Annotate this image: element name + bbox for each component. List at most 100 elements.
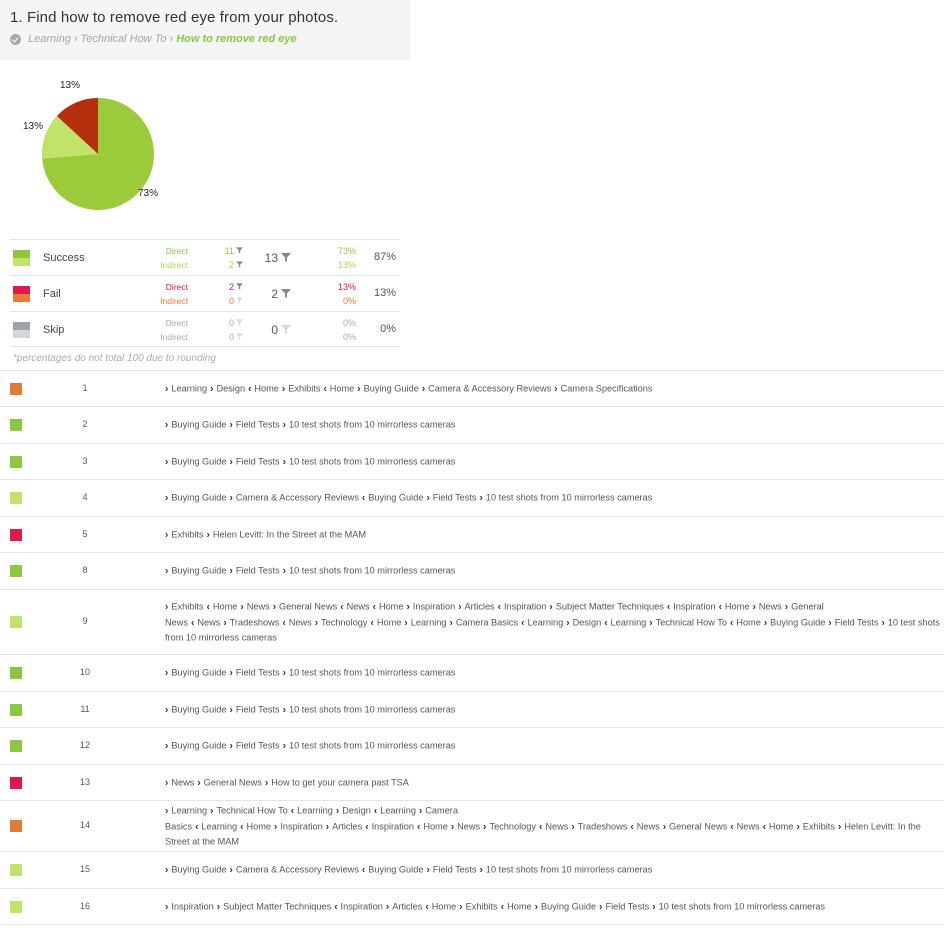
path-row[interactable]: 3 › Buying Guide › Field Tests › 10 test shot… <box>0 444 944 480</box>
path-step: Inspiration <box>280 820 323 831</box>
path-row[interactable]: 11 › Buying Guide › Field Tests › 10 test sho… <box>0 692 944 728</box>
path-steps: › Buying Guide › Field Tests › 10 test shots … <box>165 738 940 754</box>
breadcrumb-current: How to remove red eye <box>176 33 297 45</box>
path-step: General News <box>279 601 338 612</box>
rounding-note: *percentages do not total 100 due to rou… <box>13 353 216 364</box>
chevron-left-icon: ‹ <box>190 616 195 628</box>
skip-swatch <box>13 322 30 338</box>
path-row[interactable]: 9 › Exhibits ‹ Home › News › General News ‹ News ‹… <box>0 590 944 655</box>
path-step: Inspiration <box>504 601 547 612</box>
path-step: Field Tests <box>235 740 280 751</box>
path-step: 10 test shots from 10 mirrorless cameras <box>658 900 826 911</box>
path-step: Home <box>212 601 238 612</box>
chevron-right-icon: › <box>282 565 286 577</box>
path-step: Field Tests <box>235 565 280 576</box>
path-row[interactable]: 4 › Buying Guide › Camera & Accessory Revie… <box>0 480 944 517</box>
path-step: 10 test shots from 10 mirrorless cameras <box>485 492 653 503</box>
chevron-right-icon: › <box>554 382 558 394</box>
path-row[interactable]: 5 › Exhibits › Helen Levitt: In the Street … <box>0 517 944 553</box>
chevron-right-icon: › <box>229 864 233 876</box>
path-row[interactable]: 14 › Learning › Technical How To ‹ Learning › D… <box>0 801 944 852</box>
summary-row-skip: Skip Direct Indirect 0 0 0 0% 0% 0% <box>10 311 400 347</box>
filter-icon[interactable] <box>281 253 291 262</box>
filter-icon[interactable] <box>236 297 243 304</box>
chevron-right-icon: › <box>165 565 169 577</box>
path-step: Home <box>768 820 794 831</box>
result-swatch <box>10 382 22 395</box>
chevron-right-icon: › <box>282 740 286 752</box>
path-step: How to get your camera past TSA <box>271 776 409 787</box>
filter-icon[interactable] <box>236 247 243 254</box>
direct-count: 11 <box>224 246 234 256</box>
path-step: Field Tests <box>235 419 280 430</box>
pie-slice-fail-direct[interactable] <box>56 98 98 154</box>
path-step: Buying Guide <box>171 740 227 751</box>
chevron-left-icon: ‹ <box>762 820 766 832</box>
path-steps: › Learning › Design ‹ Home › Exhibits ‹ Home › Buyi… <box>165 381 940 397</box>
path-step: Articles <box>464 601 495 612</box>
pie-slice-success-indirect[interactable] <box>42 116 98 159</box>
chevron-right-icon: › <box>282 455 286 467</box>
path-step: Home <box>376 616 402 627</box>
path-step: Field Tests <box>235 703 280 714</box>
chevron-right-icon: › <box>274 820 278 832</box>
path-step: 10 test shots from 10 mirrorless cameras <box>485 864 653 875</box>
path-row[interactable]: 12 › Buying Guide › Field Tests › 10 test sho… <box>0 728 944 765</box>
path-row[interactable]: 13 › News › General News › How to get your ca… <box>0 765 944 801</box>
chevron-right-icon: › <box>73 33 78 45</box>
chevron-left-icon: ‹ <box>604 616 608 628</box>
path-steps: › Buying Guide › Field Tests › 10 test shots … <box>165 563 940 579</box>
chevron-right-icon: › <box>282 419 286 431</box>
chevron-right-icon: › <box>229 703 233 715</box>
chevron-right-icon: › <box>165 492 169 504</box>
indirect-count: 0 <box>228 296 234 306</box>
chevron-right-icon: › <box>784 601 789 613</box>
participant-number: 14 <box>79 820 90 830</box>
path-step: Tradeshows <box>229 616 280 627</box>
chevron-right-icon: › <box>426 492 430 504</box>
path-step: Home <box>378 601 404 612</box>
filter-icon[interactable] <box>281 289 291 298</box>
chevron-right-icon: › <box>165 455 169 467</box>
path-steps: › News › General News › How to get your camer… <box>165 775 940 791</box>
result-swatch <box>10 776 22 789</box>
chevron-right-icon: › <box>165 382 169 394</box>
result-swatch <box>10 740 22 752</box>
chevron-right-icon: › <box>459 900 463 912</box>
path-row[interactable]: 2 › Buying Guide › Field Tests › 10 test shot… <box>0 407 944 444</box>
filter-icon[interactable] <box>236 319 243 326</box>
path-step: Inspiration <box>171 900 214 911</box>
success-label: Success <box>43 252 85 264</box>
path-step: 10 test shots from 10 mirrorless cameras <box>288 419 456 430</box>
summary-row-success: Success Direct Indirect 11 2 13 73% 13% … <box>10 239 400 275</box>
path-steps: › Buying Guide › Field Tests › 10 test shots … <box>165 417 940 433</box>
pie-slice-success-direct[interactable] <box>42 98 154 210</box>
indirect-label: Indirect <box>160 260 188 270</box>
path-step: Field Tests <box>834 616 879 627</box>
path-row[interactable]: 1 › Learning › Design ‹ Home › Exhibits ‹ Home › Bu… <box>0 371 944 407</box>
path-step: Exhibits <box>802 820 835 831</box>
chevron-right-icon: › <box>450 820 455 832</box>
path-step: Field Tests <box>235 455 280 466</box>
path-row[interactable]: 16 › Inspiration › Subject Matter Technique… <box>0 889 944 925</box>
indirect-count: 0 <box>228 332 234 342</box>
path-step: Inspiration <box>412 601 456 612</box>
filter-icon[interactable] <box>236 283 243 290</box>
path-step: Field Tests <box>432 492 477 503</box>
path-step: Home <box>431 900 457 911</box>
chevron-right-icon: › <box>763 616 768 628</box>
chevron-left-icon: ‹ <box>500 900 505 912</box>
path-step: Tradeshows <box>577 820 628 831</box>
filter-icon[interactable] <box>236 261 243 268</box>
path-row[interactable]: 15 › Buying Guide › Camera & Accessory Revi… <box>0 852 944 889</box>
chevron-right-icon: › <box>165 900 169 912</box>
path-step: Technology <box>489 820 536 831</box>
path-step: Camera & Accessory Reviews <box>235 492 359 503</box>
path-step: Learning <box>171 382 208 393</box>
chevron-right-icon: › <box>837 820 842 832</box>
path-row[interactable]: 10 › Buying Guide › Field Tests › 10 test sho… <box>0 655 944 692</box>
chevron-right-icon: › <box>210 805 214 817</box>
filter-icon[interactable] <box>281 325 291 334</box>
path-row[interactable]: 8 › Buying Guide › Field Tests › 10 test shot… <box>0 553 944 590</box>
filter-icon[interactable] <box>236 333 243 340</box>
